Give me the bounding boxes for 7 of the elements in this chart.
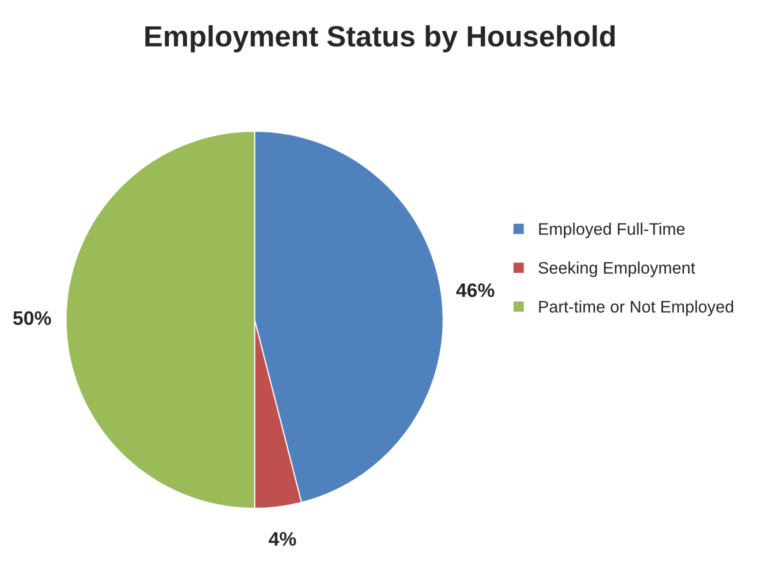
legend-label: Employed Full-Time	[539, 222, 685, 238]
legend-label: Part-time or Not Employed	[539, 300, 734, 316]
legend-label: Seeking Employment	[538, 262, 696, 278]
chart-title: Employment Status by Household	[145, 25, 615, 52]
data-label: 4%	[268, 532, 296, 546]
data-label: 46%	[456, 283, 494, 298]
data-label: 50%	[13, 311, 52, 325]
